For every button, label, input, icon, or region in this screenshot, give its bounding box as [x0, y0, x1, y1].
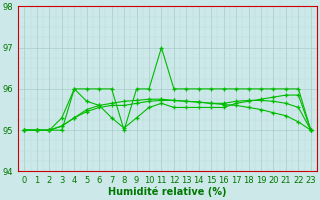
- X-axis label: Humidité relative (%): Humidité relative (%): [108, 187, 227, 197]
